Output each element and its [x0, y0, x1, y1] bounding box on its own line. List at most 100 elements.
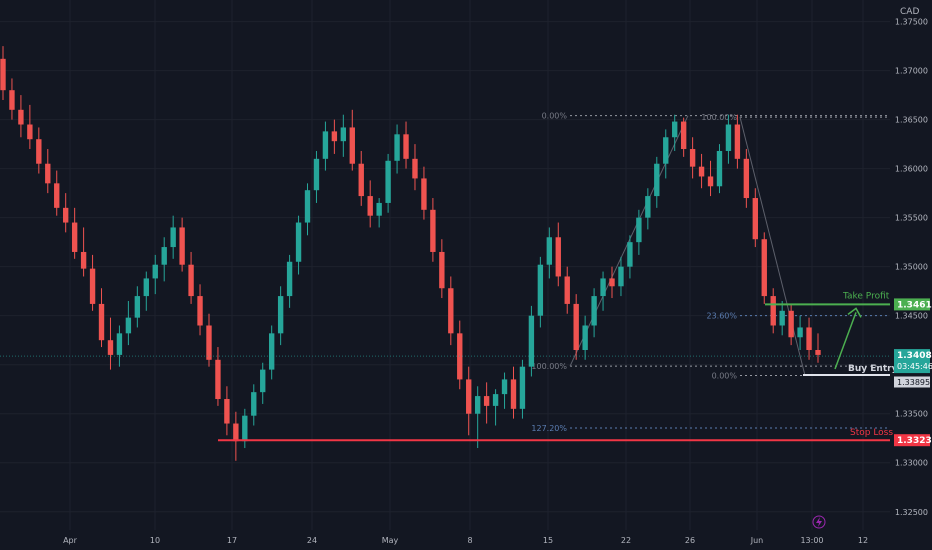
candle [134, 286, 141, 328]
lightning-icon[interactable] [812, 515, 826, 529]
candle [277, 286, 284, 346]
time-tick-label: 24 [307, 536, 317, 545]
price-tick-label: 1.35000 [895, 263, 928, 272]
candle [224, 386, 230, 436]
candle [80, 227, 87, 277]
candle [304, 183, 311, 236]
time-axis[interactable]: Apr 10 17 24 May 8 15 22 26 Jun 13:00 12 [63, 536, 868, 545]
candle [555, 222, 561, 287]
candle [645, 188, 651, 230]
candle [233, 411, 239, 461]
candle [483, 382, 490, 424]
candle [152, 254, 158, 295]
candle [385, 153, 391, 213]
entry-price-badge: 1.33895 [894, 376, 930, 388]
candle [394, 124, 400, 174]
price-tick-label: 1.36500 [895, 116, 928, 125]
buy-entry-label: Buy Entry [848, 364, 898, 374]
candle [9, 78, 15, 120]
price-tick-label: 1.35500 [895, 214, 928, 223]
candle [36, 127, 42, 174]
candle [412, 144, 418, 191]
time-tick-label: 12 [858, 536, 868, 545]
time-tick-label: 15 [543, 536, 553, 545]
candle [573, 294, 579, 360]
candle [242, 408, 248, 449]
candle [54, 170, 60, 216]
candle [251, 384, 257, 426]
price-tick-label: 1.32500 [895, 508, 928, 517]
fib-level-label: 0.00% [542, 112, 568, 121]
candle [510, 366, 517, 419]
current-price-badge: 1.34088 03:45:46 [894, 349, 932, 374]
candle [537, 256, 544, 328]
candle [636, 209, 642, 255]
candle [197, 284, 203, 336]
candle [295, 215, 302, 275]
candle [170, 215, 176, 259]
price-tick-label: 1.36000 [895, 165, 928, 174]
fib-level-label: 100.00% [531, 362, 567, 371]
fib-level-label: 0.00% [712, 371, 738, 380]
candle [582, 315, 588, 360]
candle [806, 317, 812, 360]
candle [215, 347, 221, 406]
candle [125, 300, 132, 346]
currency-label: CAD [900, 7, 919, 17]
price-tick-label: 1.33500 [895, 410, 928, 419]
entry-price: 1.33895 [897, 378, 930, 387]
candle [519, 359, 526, 419]
candle [672, 114, 678, 151]
time-tick-label: May [382, 536, 399, 545]
stop-loss-label: Stop Loss [850, 428, 893, 438]
candle [466, 366, 472, 436]
candle [680, 117, 687, 157]
candle [116, 325, 123, 367]
candle [689, 137, 696, 179]
price-tick-label: 1.33000 [895, 459, 928, 468]
candle [376, 198, 382, 228]
take-profit-label: Take Profit [842, 291, 890, 301]
candle [89, 254, 96, 311]
candle [0, 46, 6, 100]
candle [367, 180, 373, 228]
candle [654, 156, 660, 208]
price-tick-label: 1.37500 [895, 18, 928, 27]
time-tick-label: 13:00 [800, 536, 823, 545]
time-tick-label: 10 [150, 536, 160, 545]
candle [734, 114, 741, 169]
candle [179, 217, 185, 272]
candle [430, 198, 436, 262]
candle [474, 386, 481, 449]
candle [815, 333, 821, 363]
fib-level-label: 100.00% [701, 113, 737, 122]
trade-levels [0, 303, 890, 442]
candle-countdown: 03:45:46 [897, 362, 932, 371]
candle [752, 188, 758, 248]
candle [609, 266, 615, 299]
candle [797, 315, 803, 350]
fib-level-label: 127.20% [531, 424, 567, 433]
candle [546, 227, 553, 279]
time-tick-label: Apr [63, 536, 78, 545]
candle [188, 251, 194, 304]
time-tick-label: 8 [467, 536, 472, 545]
candle [322, 121, 329, 171]
candle [761, 232, 767, 304]
candle [779, 300, 785, 336]
candle [501, 372, 508, 409]
candle [331, 119, 338, 154]
candle [71, 207, 78, 259]
candle [260, 362, 266, 404]
candle [63, 193, 69, 233]
candle [27, 104, 33, 150]
candle [206, 313, 212, 367]
fib-trendline [739, 117, 806, 376]
price-tick-label: 1.37000 [895, 67, 928, 76]
candle [143, 271, 149, 311]
candle [286, 254, 293, 308]
candle [627, 235, 633, 279]
candle [716, 144, 723, 194]
